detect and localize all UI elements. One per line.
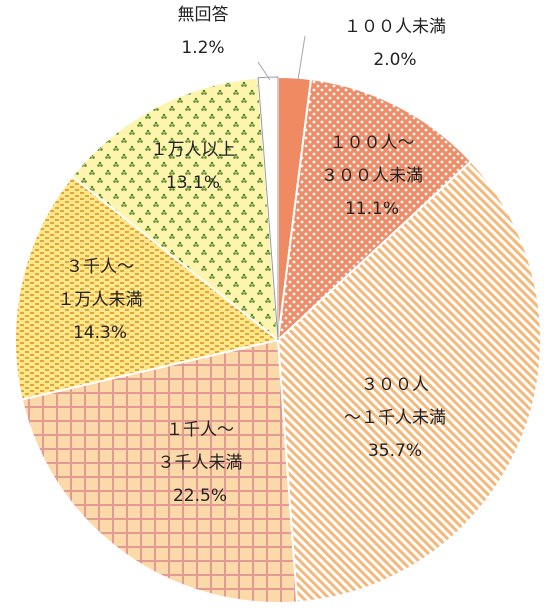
pie-slice [20, 338, 299, 604]
slice-value-label: 1.2% [181, 38, 224, 58]
slice-value-label: 22.5% [173, 486, 227, 506]
slice-value-label: 35.7% [368, 441, 422, 461]
pie-slice [70, 76, 280, 343]
slice-category-label: １００人～ [330, 133, 415, 153]
slice-category-label: １万人以上 [151, 140, 236, 160]
pie-slice [14, 174, 281, 401]
slice-category-label: ３千人未満 [158, 453, 243, 473]
slice-category-label: ３００人 [361, 375, 429, 395]
slice-category-label: １００人未満 [344, 17, 446, 37]
pie-slice [276, 159, 542, 604]
slice-category-label: １千人～ [166, 420, 234, 440]
slice-category-label: ３００人未満 [321, 166, 423, 186]
slice-value-label: 11.1% [345, 199, 399, 219]
slice-category-label: ３千人～ [66, 257, 134, 277]
leader-line [257, 61, 271, 81]
slice-value-label: 14.3% [73, 323, 127, 343]
slice-value-label: 13.1% [166, 173, 220, 193]
pie-slice [276, 77, 473, 343]
slice-category-label: 無回答 [178, 5, 229, 25]
slice-category-label: １万人未満 [58, 290, 143, 310]
slice-category-label: ～１千人未満 [344, 408, 446, 428]
leader-line [297, 35, 306, 81]
slice-value-label: 2.0% [373, 50, 416, 70]
